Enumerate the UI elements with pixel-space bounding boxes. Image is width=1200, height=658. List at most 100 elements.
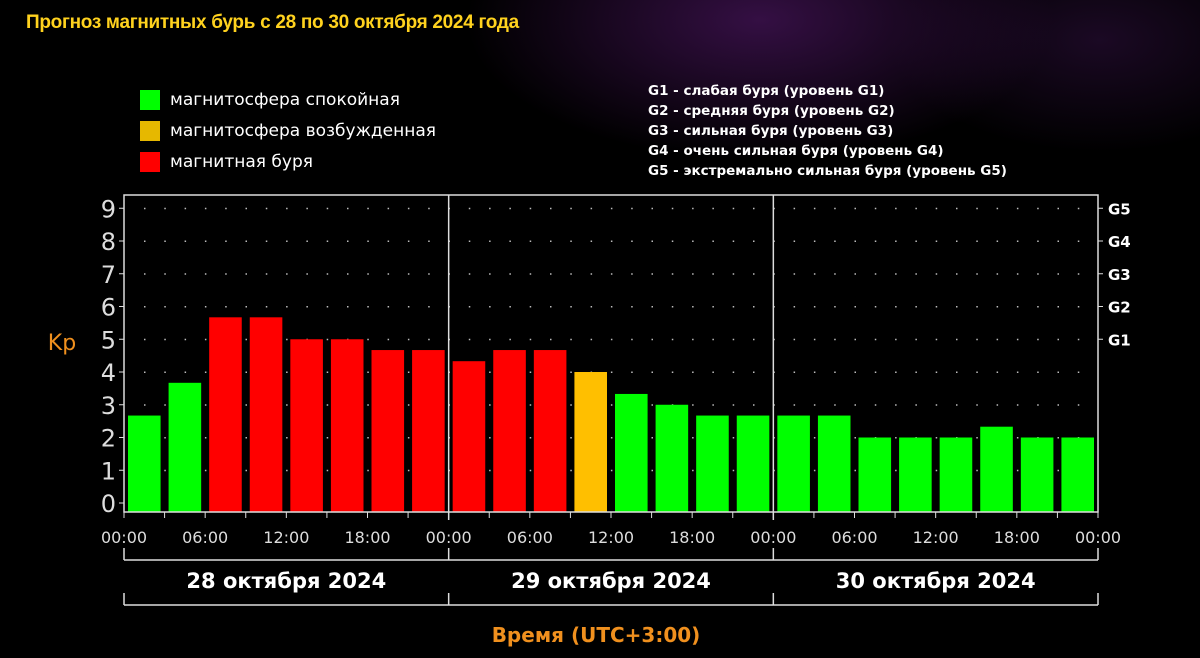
grid-dot (692, 437, 694, 439)
grid-dot (854, 404, 856, 406)
grid-dot (428, 207, 430, 210)
grid-dot (387, 207, 390, 210)
grid-dot (529, 469, 532, 472)
grid-dot (529, 240, 532, 242)
grid-dot (245, 437, 247, 439)
grid-dot (874, 338, 877, 341)
color-legend: магнитосфера спокойная магнитосфера возб… (140, 84, 436, 177)
grid-dot (813, 273, 816, 275)
grid-dot (509, 207, 511, 210)
grid-dot (692, 207, 694, 210)
grid-dot (204, 371, 207, 373)
grid-dot (712, 404, 714, 406)
bar-storm (249, 317, 283, 512)
grid-dot (590, 273, 593, 275)
grid-dot (651, 306, 653, 308)
y-tick-label: 6 (101, 294, 116, 322)
bar-quiet (615, 393, 648, 512)
grid-dot (996, 240, 999, 242)
grid-dot (550, 240, 552, 242)
grid-dot (326, 404, 329, 406)
grid-dot (996, 207, 999, 210)
grid-dot (204, 338, 207, 341)
grid-dot (1016, 240, 1019, 242)
grid-dot (550, 273, 552, 275)
grid-dot (976, 404, 978, 406)
grid-dot (407, 469, 410, 472)
grid-dot (164, 404, 166, 406)
grid-dot (813, 338, 816, 341)
grid-dot (895, 240, 897, 242)
grid-dot (489, 240, 491, 242)
grid-dot (1077, 371, 1080, 373)
grid-dot (651, 404, 653, 406)
grid-dot (306, 240, 308, 242)
legend-label: магнитная буря (170, 151, 313, 172)
grid-dot (631, 273, 633, 275)
legend-label: магнитосфера возбужденная (170, 120, 436, 141)
grid-dot (956, 273, 958, 275)
grid-dot (753, 306, 755, 308)
grid-dot (692, 404, 694, 406)
grid-dot (712, 240, 714, 242)
y-tick-label: 9 (101, 195, 116, 223)
grid-dot (204, 273, 207, 275)
grid-dot (306, 207, 308, 210)
grid-dot (732, 469, 735, 472)
grid-dot (225, 240, 227, 242)
bar-storm (533, 350, 567, 512)
grid-dot (570, 469, 572, 472)
bar-active (574, 372, 607, 512)
grid-dot (1057, 240, 1059, 242)
grid-dot (570, 371, 572, 373)
grid-dot (631, 207, 633, 210)
grid-dot (144, 404, 146, 406)
grid-dot (468, 207, 471, 210)
grid-dot (1057, 338, 1059, 341)
grid-dot (529, 371, 532, 373)
grid-dot (692, 306, 694, 308)
grid-dot (692, 273, 694, 275)
grid-dot (367, 338, 369, 341)
grid-dot (956, 404, 958, 406)
grid-dot (935, 273, 938, 275)
day-label: 28 октября 2024 (186, 569, 386, 593)
legend-swatch-quiet (140, 89, 160, 110)
grid-dot (590, 306, 593, 308)
grid-dot (529, 338, 532, 341)
grid-dot (245, 404, 247, 406)
grid-dot (489, 404, 491, 406)
grid-dot (976, 306, 978, 308)
grid-dot (874, 240, 877, 242)
y-tick-label: 5 (101, 326, 116, 354)
grid-dot (854, 469, 856, 472)
grid-dot (935, 437, 938, 439)
grid-dot (164, 437, 166, 439)
grid-dot (732, 371, 735, 373)
grid-dot (204, 469, 207, 472)
grid-dot (753, 240, 755, 242)
bar-quiet (168, 382, 202, 512)
grid-dot (326, 240, 329, 242)
grid-dot (631, 371, 633, 373)
grid-dot (996, 306, 999, 308)
grid-dot (813, 207, 816, 210)
grid-dot (326, 207, 329, 210)
grid-dot (813, 469, 816, 472)
grid-dot (834, 240, 836, 242)
legend-item-active: магнитосфера возбужденная (140, 115, 436, 146)
grid-dot (935, 207, 938, 210)
bar-quiet (128, 415, 161, 512)
grid-dot (874, 273, 877, 275)
grid-dot (407, 273, 410, 275)
grid-dot (184, 273, 187, 275)
x-tick-label: 18:00 (994, 528, 1040, 547)
grid-dot (874, 371, 877, 373)
grid-dot (509, 240, 511, 242)
grid-dot (164, 371, 166, 373)
grid-dot (1057, 306, 1059, 308)
grid-dot (956, 371, 958, 373)
bar-quiet (858, 437, 892, 512)
grid-dot (590, 338, 593, 341)
grid-dot (976, 273, 978, 275)
